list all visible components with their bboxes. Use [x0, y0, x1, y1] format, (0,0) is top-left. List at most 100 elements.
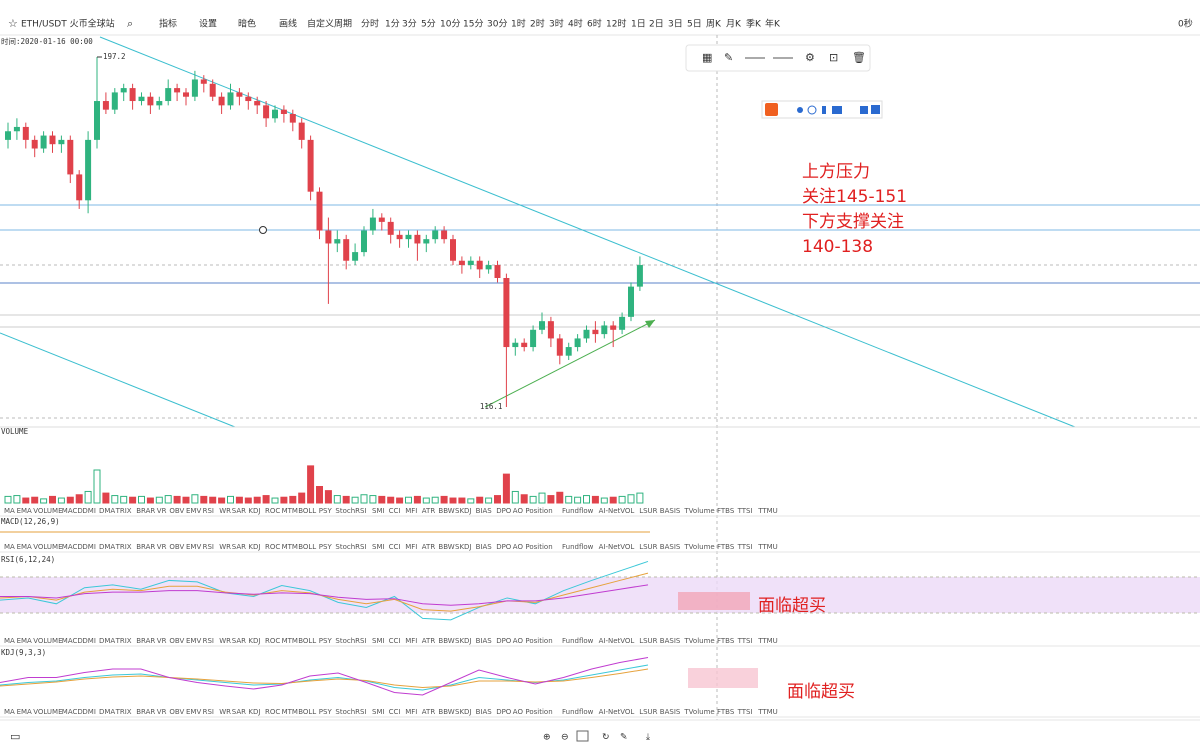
zoom-out[interactable]: ⊖: [561, 733, 569, 743]
indicator-tab[interactable]: SKDJ: [455, 507, 472, 515]
indicator-tab[interactable]: OBV: [169, 708, 184, 716]
indicator-tab[interactable]: ROC: [265, 507, 280, 515]
indicator-tab[interactable]: CCI: [389, 637, 401, 645]
indicator-tab[interactable]: SKDJ: [455, 637, 472, 645]
indicator-tab[interactable]: ROC: [265, 543, 280, 551]
period-button[interactable]: 5分: [421, 19, 436, 30]
custom-period[interactable]: 自定义周期: [307, 18, 352, 30]
indicator-tab[interactable]: TVolume: [683, 507, 714, 515]
indicator-tab[interactable]: VOLUME: [33, 637, 62, 645]
tool-button[interactable]: 暗色: [238, 18, 256, 30]
indicator-tab[interactable]: BIAS: [476, 543, 493, 551]
indicator-tab[interactable]: MACD: [62, 708, 83, 716]
indicator-tab[interactable]: MA: [4, 708, 15, 716]
indicator-tab[interactable]: MFI: [405, 543, 417, 551]
indicator-tab[interactable]: AO: [513, 543, 524, 551]
indicator-tab[interactable]: AO: [513, 708, 524, 716]
indicator-tab[interactable]: LSUR: [639, 708, 657, 716]
period-button[interactable]: 2时: [530, 18, 545, 30]
indicator-tab[interactable]: LSUR: [639, 507, 657, 515]
indicator-tab[interactable]: BASIS: [660, 708, 681, 716]
indicator-tab[interactable]: AI-NetVOL: [599, 507, 635, 515]
indicator-tab[interactable]: SMI: [372, 637, 385, 645]
indicator-tab[interactable]: BRAR: [136, 507, 155, 515]
indicator-tab[interactable]: MACD: [62, 507, 83, 515]
indicator-tab[interactable]: AI-NetVOL: [599, 708, 635, 716]
indicator-tab[interactable]: MACD: [62, 543, 83, 551]
indicator-tab[interactable]: TRIX: [115, 543, 132, 551]
indicator-tab[interactable]: StochRSI: [335, 637, 366, 645]
period-button[interactable]: 6时: [587, 18, 602, 30]
indicator-tab[interactable]: ROC: [265, 708, 280, 716]
tool-button[interactable]: 设置: [199, 19, 217, 30]
indicator-tab[interactable]: EMA: [17, 507, 32, 515]
indicator-tab[interactable]: BBW: [438, 543, 454, 551]
indicator-tab[interactable]: BOLL: [298, 708, 316, 716]
download[interactable]: ⤓: [646, 733, 650, 743]
period-button[interactable]: 5日: [687, 19, 702, 30]
period-button[interactable]: 1日: [631, 19, 646, 30]
indicator-tab[interactable]: BOLL: [298, 637, 316, 645]
period-button[interactable]: 分时: [361, 18, 379, 30]
indicator-tab[interactable]: OBV: [169, 543, 184, 551]
indicator-tab[interactable]: RSI: [203, 507, 214, 515]
indicator-tab[interactable]: MA: [4, 637, 15, 645]
indicator-tab[interactable]: MTM: [282, 637, 298, 645]
indicator-tab[interactable]: SMI: [372, 708, 385, 716]
indicator-tab[interactable]: FTBS: [717, 637, 735, 645]
indicator-tab[interactable]: SMI: [372, 507, 385, 515]
indicator-tab[interactable]: StochRSI: [335, 507, 366, 515]
indicator-tab[interactable]: TVolume: [683, 543, 714, 551]
indicator-tab[interactable]: VR: [157, 507, 167, 515]
indicator-tab[interactable]: MFI: [405, 507, 417, 515]
indicator-tab[interactable]: PSY: [319, 637, 333, 645]
indicator-tab[interactable]: PSY: [319, 507, 333, 515]
indicator-tab[interactable]: EMV: [186, 507, 201, 515]
indicator-tab[interactable]: TRIX: [115, 708, 132, 716]
indicator-tab[interactable]: EMV: [186, 637, 201, 645]
indicator-tab[interactable]: MFI: [405, 708, 417, 716]
indicator-tab[interactable]: DMA: [99, 637, 115, 645]
indicator-tab[interactable]: BIAS: [476, 708, 493, 716]
period-button[interactable]: 3时: [549, 18, 564, 30]
indicator-tab[interactable]: BBW: [438, 507, 454, 515]
period-button[interactable]: 15分: [463, 19, 483, 30]
indicator-tab[interactable]: Position: [525, 637, 552, 645]
indicator-tab[interactable]: WR: [219, 637, 231, 645]
indicator-tab[interactable]: TRIX: [115, 637, 132, 645]
indicator-tab[interactable]: TVolume: [683, 708, 714, 716]
indicator-tab[interactable]: AO: [513, 637, 524, 645]
indicator-tab[interactable]: ATR: [422, 543, 436, 551]
lock-icon[interactable]: ⊡: [829, 51, 838, 64]
indicator-tab[interactable]: KDJ: [248, 708, 260, 716]
indicator-tab[interactable]: BIAS: [476, 507, 493, 515]
indicator-tab[interactable]: BOLL: [298, 543, 316, 551]
indicator-tab[interactable]: FTBS: [717, 543, 735, 551]
indicator-tab[interactable]: PSY: [319, 708, 333, 716]
indicator-tab[interactable]: BBW: [438, 637, 454, 645]
indicator-tab[interactable]: SKDJ: [455, 708, 472, 716]
indicator-tab[interactable]: CCI: [389, 507, 401, 515]
indicator-tab[interactable]: PSY: [319, 543, 333, 551]
indicator-tab[interactable]: TTSI: [737, 507, 753, 515]
search-icon[interactable]: ⌕: [127, 17, 133, 30]
indicator-tab[interactable]: VOLUME: [33, 543, 62, 551]
indicator-tab[interactable]: BOLL: [298, 507, 316, 515]
indicator-tab[interactable]: VOLUME: [33, 708, 62, 716]
indicator-tab[interactable]: DMI: [82, 543, 96, 551]
indicator-tab[interactable]: DMA: [99, 543, 115, 551]
zoom-in[interactable]: ⊕: [543, 733, 551, 743]
indicator-tab[interactable]: DPO: [496, 543, 512, 551]
period-button[interactable]: 4时: [568, 18, 583, 30]
indicator-tab[interactable]: MACD: [62, 637, 83, 645]
indicator-tab[interactable]: ATR: [422, 507, 436, 515]
indicator-tab[interactable]: TTMU: [757, 637, 778, 645]
indicator-tab[interactable]: BBW: [438, 708, 454, 716]
star-icon[interactable]: ☆: [8, 17, 18, 30]
indicator-tab[interactable]: AI-NetVOL: [599, 543, 635, 551]
indicator-tab[interactable]: OBV: [169, 507, 184, 515]
indicator-tab[interactable]: WR: [219, 708, 231, 716]
indicator-tab[interactable]: TTSI: [737, 543, 753, 551]
symbol[interactable]: ETH/USDT 火币全球站: [21, 18, 115, 30]
indicator-tab[interactable]: MTM: [282, 507, 298, 515]
